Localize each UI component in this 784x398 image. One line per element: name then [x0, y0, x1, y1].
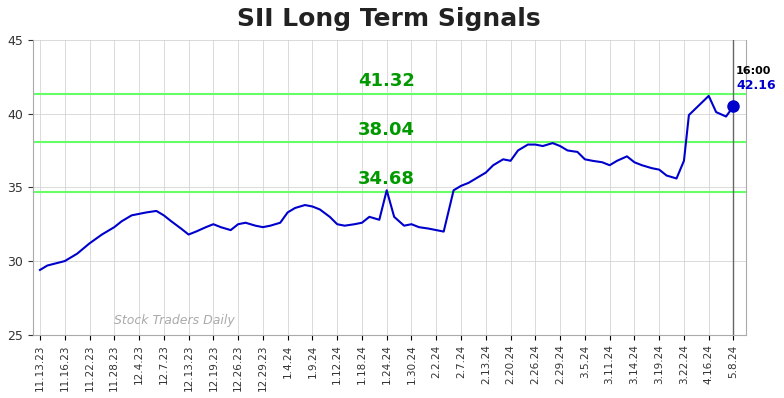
- Text: Stock Traders Daily: Stock Traders Daily: [114, 314, 235, 328]
- Text: 42.16: 42.16: [736, 78, 775, 92]
- Text: 38.04: 38.04: [358, 121, 416, 139]
- Title: SII Long Term Signals: SII Long Term Signals: [238, 7, 541, 31]
- Text: 41.32: 41.32: [358, 72, 416, 90]
- Text: 34.68: 34.68: [358, 170, 416, 188]
- Text: 16:00: 16:00: [736, 66, 771, 76]
